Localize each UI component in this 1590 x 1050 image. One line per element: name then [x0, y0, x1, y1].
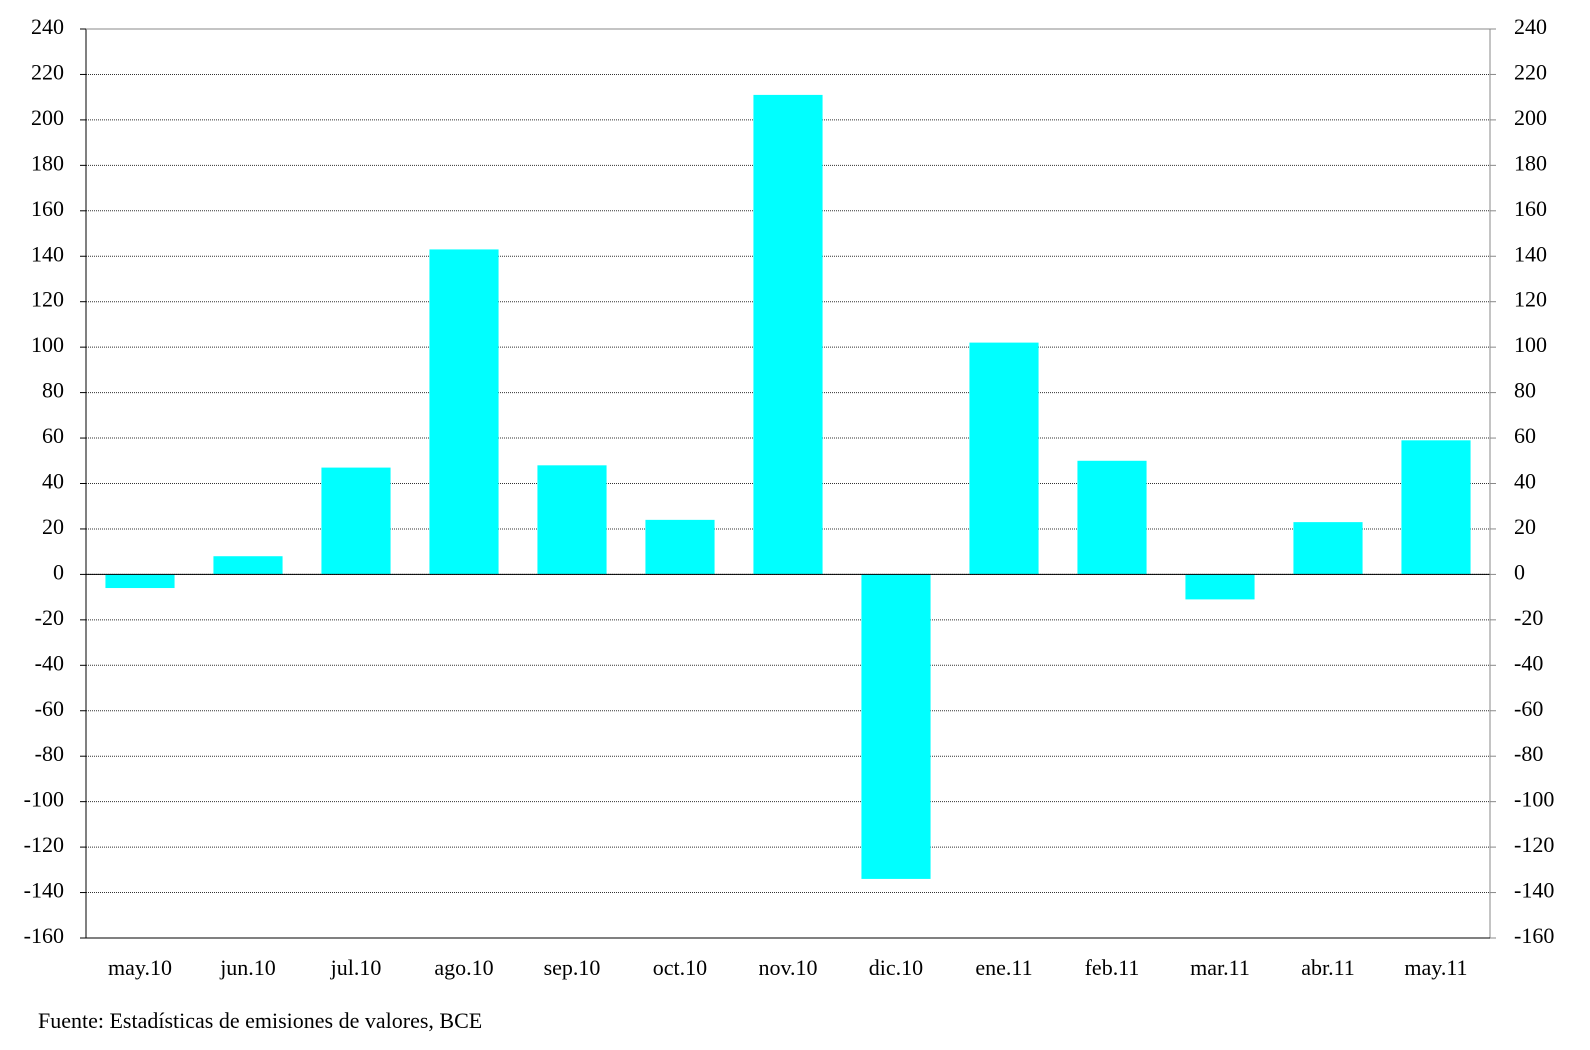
y-tick-label: -120: [24, 832, 64, 857]
y2-tick-label: 60: [1514, 423, 1536, 448]
y-tick-label: 140: [31, 241, 64, 266]
bar: [969, 342, 1039, 575]
y2-tick-label: 140: [1514, 241, 1547, 266]
bar: [429, 249, 499, 575]
y2-tick-label: 240: [1514, 14, 1547, 39]
bar: [1185, 574, 1255, 600]
y-tick-label: -160: [24, 923, 64, 948]
x-tick-label: sep.10: [544, 955, 601, 980]
x-tick-label: dic.10: [869, 955, 923, 980]
y2-tick-label: -60: [1514, 696, 1543, 721]
y2-tick-label: 100: [1514, 332, 1547, 357]
bar: [105, 574, 175, 589]
y2-tick-label: -160: [1514, 923, 1554, 948]
y2-tick-label: -20: [1514, 605, 1543, 630]
x-tick-label: mar.11: [1190, 955, 1250, 980]
bar: [861, 574, 931, 879]
bar: [1293, 522, 1363, 575]
bar: [321, 467, 391, 575]
x-tick-label: nov.10: [758, 955, 817, 980]
x-tick-label: abr.11: [1301, 955, 1355, 980]
x-tick-label: oct.10: [653, 955, 707, 980]
source-note: Fuente: Estadísticas de emisiones de val…: [38, 1008, 482, 1033]
y2-tick-label: 40: [1514, 469, 1536, 494]
x-tick-label: may.11: [1404, 955, 1467, 980]
bar: [753, 94, 823, 575]
y-tick-label: -60: [35, 696, 64, 721]
y2-tick-label: 80: [1514, 378, 1536, 403]
x-tick-label: feb.11: [1085, 955, 1140, 980]
x-tick-label: ene.11: [975, 955, 1032, 980]
bar: [213, 556, 283, 575]
y2-tick-label: 160: [1514, 196, 1547, 221]
x-tick-label: jul.10: [330, 955, 382, 980]
y-tick-label: -80: [35, 741, 64, 766]
x-tick-label: ago.10: [434, 955, 493, 980]
y-tick-label: 40: [42, 469, 64, 494]
y2-tick-label: -100: [1514, 787, 1554, 812]
y-tick-label: 220: [31, 59, 64, 84]
y-tick-label: 80: [42, 378, 64, 403]
y-tick-label: 180: [31, 150, 64, 175]
y-tick-label: 60: [42, 423, 64, 448]
y-tick-label: -140: [24, 878, 64, 903]
y-tick-label: 240: [31, 14, 64, 39]
y2-tick-label: 180: [1514, 150, 1547, 175]
y2-tick-label: -40: [1514, 650, 1543, 675]
y-tick-label: 120: [31, 287, 64, 312]
y-tick-label: 20: [42, 514, 64, 539]
y-tick-label: -40: [35, 650, 64, 675]
y-tick-label: 160: [31, 196, 64, 221]
bar: [1077, 460, 1147, 575]
bar: [537, 465, 607, 575]
y-tick-label: 100: [31, 332, 64, 357]
x-tick-label: may.10: [108, 955, 172, 980]
bar: [1401, 440, 1471, 575]
bar: [645, 519, 715, 575]
x-tick-label: jun.10: [219, 955, 276, 980]
y2-tick-label: 120: [1514, 287, 1547, 312]
y2-tick-label: 0: [1514, 559, 1525, 584]
y2-tick-label: -120: [1514, 832, 1554, 857]
y-tick-label: 0: [53, 559, 64, 584]
y2-tick-label: 200: [1514, 105, 1547, 130]
y-tick-label: -20: [35, 605, 64, 630]
y2-tick-label: 20: [1514, 514, 1536, 539]
y2-tick-label: 220: [1514, 59, 1547, 84]
y-tick-label: -100: [24, 787, 64, 812]
y2-tick-label: -140: [1514, 878, 1554, 903]
y-tick-label: 200: [31, 105, 64, 130]
y2-tick-label: -80: [1514, 741, 1543, 766]
